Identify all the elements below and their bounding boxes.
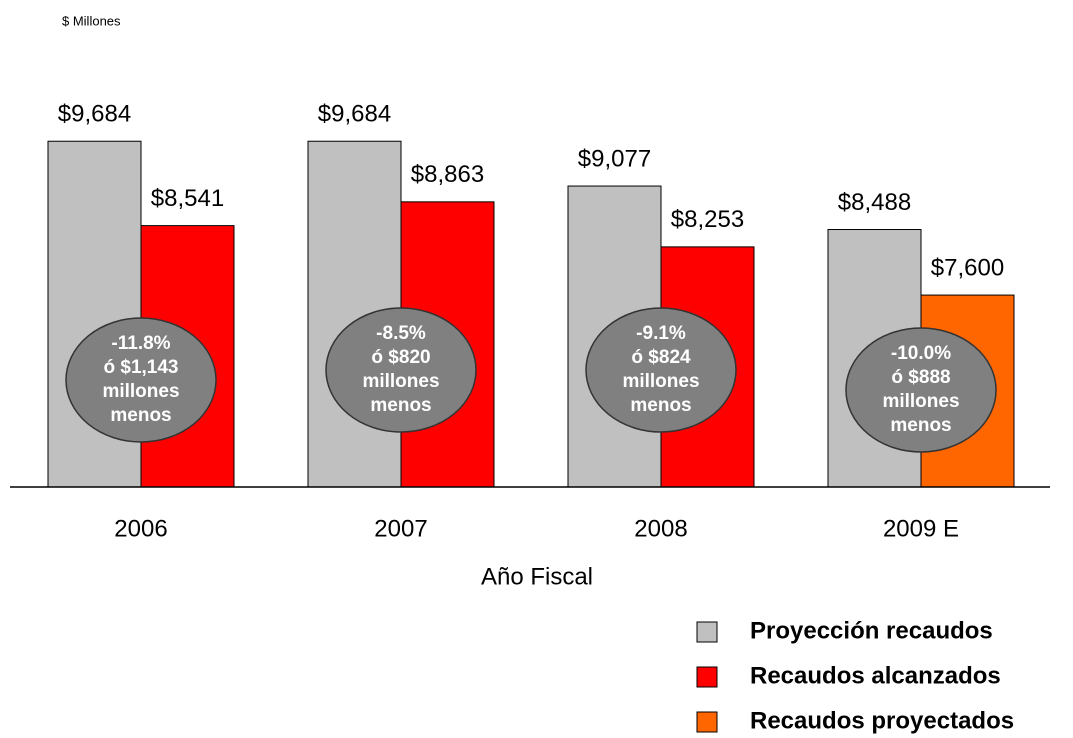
annotation-text: millones	[102, 381, 179, 402]
x-axis-label: Año Fiscal	[481, 563, 593, 590]
annotation-bubble	[325, 307, 477, 433]
value-label: $8,863	[411, 161, 484, 188]
value-label: $9,077	[578, 145, 651, 172]
value-label: $7,600	[931, 254, 1004, 281]
x-tick-label: 2008	[634, 515, 687, 542]
value-label: $9,684	[58, 101, 131, 128]
annotation-text: -9.1%	[636, 323, 686, 344]
annotation-text: -11.8%	[111, 333, 170, 354]
x-tick-label: 2009 E	[883, 515, 959, 542]
annotation-text: ó $1,143	[104, 357, 179, 378]
legend-swatch	[696, 621, 718, 643]
annotation-text: ó $820	[371, 347, 430, 368]
annotation-text: menos	[630, 395, 691, 416]
legend-label: Recaudos alcanzados	[750, 662, 1001, 689]
annotation-text: ó $888	[891, 367, 950, 388]
value-label: $8,541	[151, 185, 224, 212]
annotation-bubble	[585, 307, 737, 433]
chart-subtitle: $ Millones	[62, 13, 121, 28]
annotation-text: menos	[370, 395, 431, 416]
annotation-text: millones	[622, 371, 699, 392]
value-label: $8,253	[671, 206, 744, 233]
value-label: $8,488	[838, 189, 911, 216]
annotation-text: millones	[362, 371, 439, 392]
x-tick-label: 2007	[374, 515, 427, 542]
legend-label: Recaudos proyectados	[750, 707, 1014, 734]
annotation-bubble	[65, 317, 217, 443]
x-tick-label: 2006	[114, 515, 167, 542]
value-label: $9,684	[318, 101, 391, 128]
legend-swatch	[696, 711, 718, 733]
legend-swatch	[696, 666, 718, 688]
annotation-bubble	[845, 327, 997, 453]
annotation-text: ó $824	[631, 347, 691, 368]
annotation-text: -10.0%	[891, 343, 951, 364]
annotation-text: menos	[110, 405, 171, 426]
annotation-text: -8.5%	[376, 323, 426, 344]
annotation-text: millones	[882, 391, 959, 412]
legend-label: Proyección recaudos	[750, 617, 993, 644]
annotation-text: menos	[890, 415, 951, 436]
